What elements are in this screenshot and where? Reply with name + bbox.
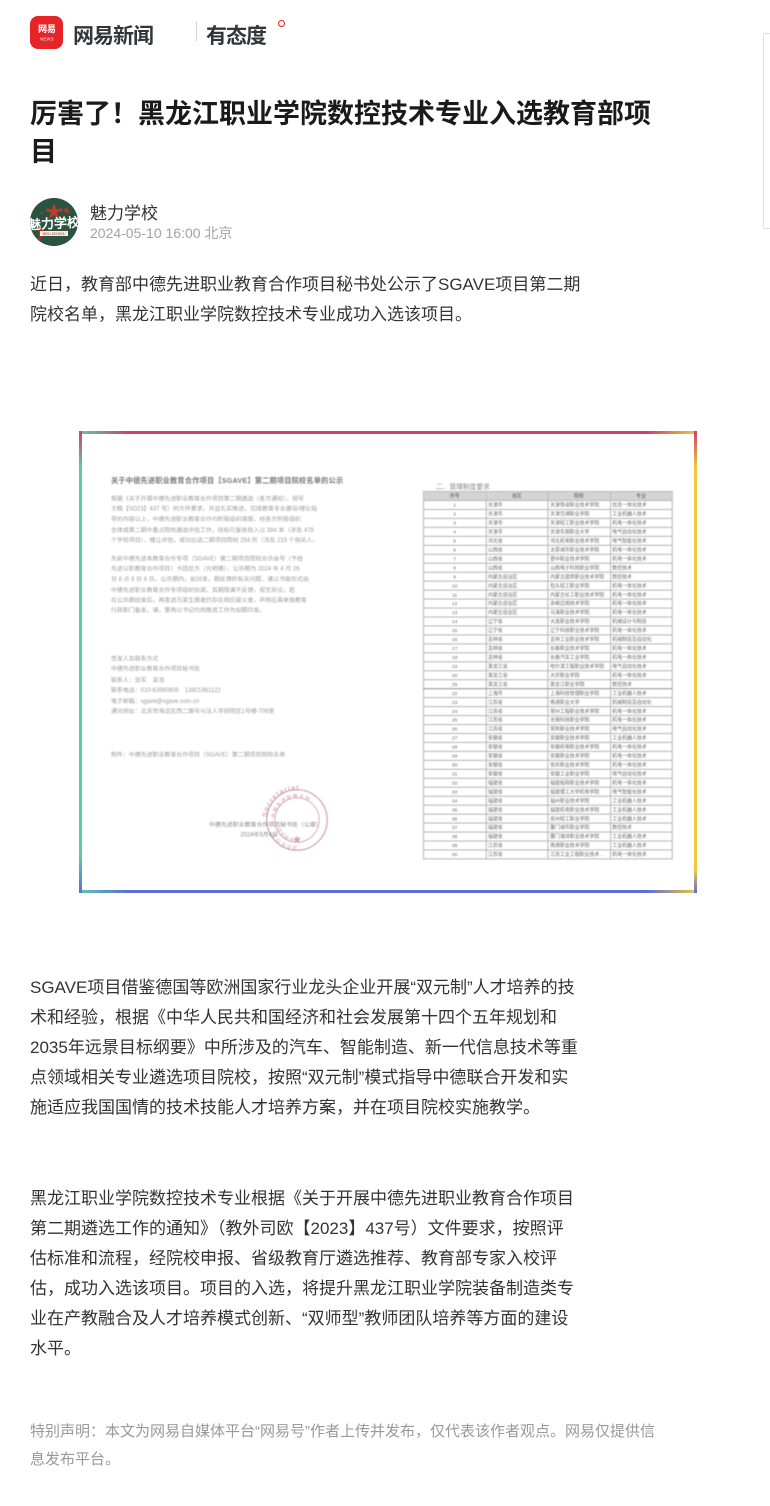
svg-text:网易: 网易 [38, 23, 56, 33]
svg-text:魅力学校: 魅力学校 [30, 215, 78, 233]
svg-text:NEWS: NEWS [40, 36, 54, 41]
svg-text:Secretariat: Secretariat [261, 784, 300, 818]
svg-text:MEILI SCHOOL: MEILI SCHOOL [43, 232, 66, 236]
